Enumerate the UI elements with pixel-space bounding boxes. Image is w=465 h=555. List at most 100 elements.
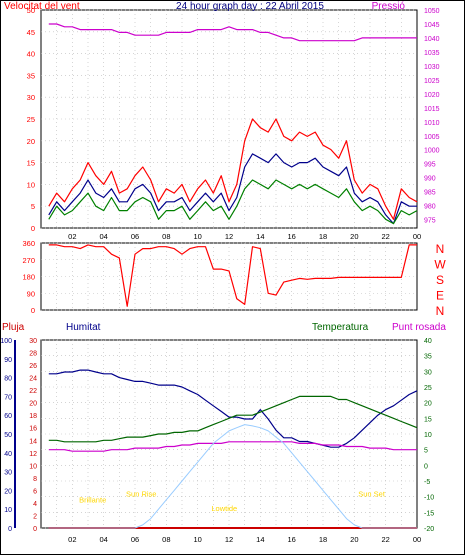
- x-tick-label-top: 08: [162, 232, 170, 241]
- x-tick-label-bottom: 12: [225, 535, 233, 544]
- chart-title: 24 hour graph day : 22 Abril 2015: [176, 1, 324, 12]
- pressure-tick-label: 1030: [424, 64, 440, 71]
- pressure-tick-label: 1045: [424, 22, 440, 29]
- compass-label: W: [434, 258, 446, 272]
- x-tick-label-top: 14: [256, 232, 264, 241]
- x-tick-label-bottom: 16: [287, 535, 295, 544]
- rain-tick-label: 26: [29, 363, 37, 370]
- temp-tick-label: -10: [424, 495, 434, 502]
- compass-label: N: [436, 304, 445, 318]
- rain-tick-label: 28: [29, 351, 37, 358]
- pressure-tick-label: 1020: [424, 92, 440, 99]
- rain-tick-label: 16: [29, 426, 37, 433]
- rain-tick-label: 4: [33, 501, 37, 508]
- rain-tick-label: 10: [29, 463, 37, 470]
- rain-tick-label: 20: [29, 401, 37, 408]
- humidity-tick-label: 10: [4, 507, 12, 514]
- x-tick-label-bottom: 08: [162, 535, 170, 544]
- temp-tick-label: 10: [424, 432, 432, 439]
- sun-event-label: Brillante: [79, 495, 106, 504]
- rain-tick-label: 22: [29, 388, 37, 395]
- series-average: [48, 153, 417, 225]
- temp-tick-label: -20: [424, 526, 434, 533]
- x-tick-label-top: 12: [225, 232, 233, 241]
- temp-tick-label: -5: [424, 479, 430, 486]
- x-tick-label-top: 02: [68, 232, 76, 241]
- pressure-tick-label: 1010: [424, 120, 440, 127]
- compass-label: S: [436, 273, 444, 287]
- x-tick-label-top: 18: [319, 232, 327, 241]
- pressure-tick-label: 1025: [424, 78, 440, 85]
- temp-tick-label: 5: [424, 448, 428, 455]
- x-tick-label-bottom: 04: [99, 535, 107, 544]
- series-temperature: [48, 395, 418, 443]
- direction-tick-label: 360: [22, 239, 35, 248]
- x-tick-label-bottom: 18: [319, 535, 327, 544]
- x-tick-label-bottom: 20: [350, 535, 358, 544]
- rain-tick-label: 18: [29, 413, 37, 420]
- temp-tick-label: 40: [424, 338, 432, 345]
- direction-tick-label: 270: [22, 256, 35, 265]
- rain-tick-label: 8: [33, 476, 37, 483]
- x-tick-label-bottom: 14: [256, 535, 264, 544]
- series-dewpoint: [48, 441, 417, 452]
- series-wind-direction: [48, 244, 417, 307]
- sun-event-label: Lowtide: [211, 504, 237, 513]
- x-tick-label-bottom: 10: [193, 535, 201, 544]
- sun-event-label: Sun Set: [358, 490, 386, 499]
- temp-tick-label: -15: [424, 510, 434, 517]
- pressure-axis-title: Pressió: [372, 1, 406, 12]
- direction-tick-label: 180: [22, 273, 35, 282]
- temp-tick-label: 25: [424, 385, 432, 392]
- temp-tick-label: 35: [424, 354, 432, 361]
- series-gust: [48, 118, 418, 220]
- rain-title: Pluja: [2, 322, 25, 333]
- wind-tick-label: 10: [27, 180, 35, 189]
- pressure-tick-label: 1035: [424, 50, 440, 57]
- pressure-tick-label: 990: [424, 176, 436, 183]
- x-tick-label-top: 22: [381, 232, 389, 241]
- x-tick-label-bottom: 00: [413, 535, 421, 544]
- wind-tick-label: 5: [31, 202, 35, 211]
- temp-tick-label: 30: [424, 369, 432, 376]
- grid-lines: [41, 9, 417, 529]
- series-pressure: [48, 23, 417, 42]
- direction-tick-label: 90: [27, 289, 35, 298]
- wind-tick-label: 15: [27, 159, 35, 168]
- pressure-tick-label: 995: [424, 162, 436, 169]
- rain-tick-label: 24: [29, 376, 37, 383]
- wind-tick-label: 45: [27, 28, 35, 37]
- humidity-tick-label: 60: [4, 413, 12, 420]
- humidity-tick-label: 90: [4, 357, 12, 364]
- pressure-tick-label: 1015: [424, 106, 440, 113]
- x-tick-label-bottom: 02: [68, 535, 76, 544]
- series-solar: [48, 424, 417, 529]
- pressure-tick-label: 1005: [424, 134, 440, 141]
- temp-tick-label: 0: [424, 463, 428, 470]
- x-tick-label-bottom: 06: [131, 535, 139, 544]
- text-layer: 0510152025303540455097598098599099510001…: [0, 1, 446, 544]
- temp-tick-label: 20: [424, 401, 432, 408]
- pressure-tick-label: 1040: [424, 36, 440, 43]
- humidity-tick-label: 30: [4, 470, 12, 477]
- pressure-tick-label: 980: [424, 204, 436, 211]
- dewpoint-title: Punt rosada: [392, 322, 446, 333]
- humidity-tick-label: 80: [4, 376, 12, 383]
- humidity-tick-label: 100: [0, 338, 12, 345]
- pressure-tick-label: 975: [424, 218, 436, 225]
- wind-tick-label: 30: [27, 93, 35, 102]
- humidity-tick-label: 40: [4, 451, 12, 458]
- x-tick-label-top: 16: [287, 232, 295, 241]
- rain-tick-label: 12: [29, 451, 37, 458]
- rain-tick-label: 6: [33, 488, 37, 495]
- humidity-tick-label: 0: [8, 526, 12, 533]
- humidity-tick-label: 20: [4, 488, 12, 495]
- wind-tick-label: 0: [31, 224, 35, 233]
- wind-tick-label: 40: [27, 50, 35, 59]
- x-tick-label-top: 20: [350, 232, 358, 241]
- x-tick-label-top: 06: [131, 232, 139, 241]
- wind-tick-label: 20: [27, 137, 35, 146]
- direction-tick-label: 0: [31, 306, 35, 315]
